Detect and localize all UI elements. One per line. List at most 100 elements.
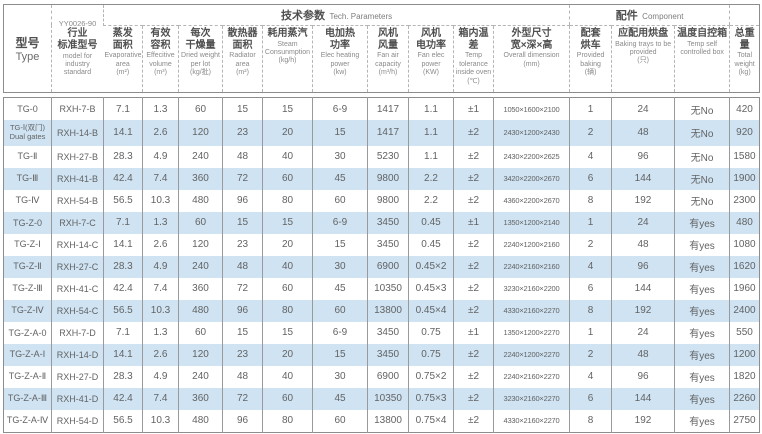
cell-steam: 15	[262, 211, 313, 234]
cell-heat: 30	[312, 255, 368, 278]
standard-zh: 行业 标准型号	[57, 28, 98, 51]
type-column-header: 型号 Type	[3, 4, 52, 93]
cell-temptol: ±2	[453, 233, 494, 256]
component-group-zh: 配件	[615, 9, 638, 22]
cell-evap: 42.4	[103, 167, 143, 190]
cell-fanair: 9800	[367, 189, 409, 212]
cell-std: RXH-41-D	[51, 387, 104, 410]
cell-fanpow: 1.1	[408, 120, 454, 146]
column-headers-row: 蒸发 面积 Evaporative area (m²) 有效 容积 Effeci…	[4, 25, 760, 93]
cell-std: RXH-27-D	[51, 365, 104, 388]
cell-std: RXH-54-B	[51, 189, 104, 212]
table-row: TG-Z-A-Ⅱ RXH-27-D 28.3 4.9 240 48 40 30 6900 0.75…	[4, 365, 760, 388]
empty-corner-cell	[729, 4, 760, 26]
cell-vol: 7.4	[142, 277, 179, 300]
cell-weight: 480	[729, 211, 760, 234]
cell-std: RXH-54-C	[51, 299, 104, 322]
cell-temptol: ±1	[453, 211, 494, 234]
cell-trays: 96	[611, 255, 675, 278]
cell-vol: 1.3	[142, 97, 179, 121]
cell-std: RXH-54-D	[51, 409, 104, 433]
cell-type: TG-Z-Ⅱ	[13, 261, 42, 272]
cell-fanair: 6900	[367, 255, 409, 278]
cell-cart: 2	[569, 233, 612, 256]
cell-vol: 10.3	[142, 189, 179, 212]
cell-dried: 120	[178, 120, 223, 146]
cell-type: TG-Z-0	[13, 217, 42, 228]
cell-steam: 20	[262, 120, 313, 146]
col-header-evaporative-area: 蒸发 面积 Evaporative area (m²)	[104, 27, 142, 77]
cell-evap: 14.1	[103, 233, 143, 256]
cell-type: TG-Ⅲ	[16, 173, 39, 184]
cell-fanpow: 0.45	[408, 233, 454, 256]
cell-fanpow: 0.45×2	[408, 255, 454, 278]
cell-std: RXH-7-B	[51, 97, 104, 121]
cell-tempbox: 有yes	[674, 365, 730, 388]
standard-en: model for industry standard	[62, 52, 93, 77]
cell-std: RXH-14-B	[51, 120, 104, 146]
cell-cart: 4	[569, 365, 612, 388]
cell-steam: 15	[262, 97, 313, 121]
cell-dried: 360	[178, 277, 223, 300]
cell-weight: 2400	[729, 299, 760, 322]
cell-temptol: ±2	[453, 409, 494, 433]
cell-fanair: 3450	[367, 233, 409, 256]
cell-dim: 1050×1600×2100	[493, 97, 570, 121]
cell-dried: 480	[178, 409, 223, 433]
cell-type: TG-Z-Ⅰ	[14, 239, 41, 250]
cell-fanpow: 0.45×4	[408, 299, 454, 322]
cell-radiator: 48	[222, 365, 263, 388]
col-header-dried-weight: 每次 干燥量 Dried weight per lot (kg/批)	[178, 25, 223, 93]
cell-weight: 2260	[729, 387, 760, 410]
cell-cart: 4	[569, 255, 612, 278]
cell-heat: 30	[312, 365, 368, 388]
cell-trays: 144	[611, 387, 675, 410]
cell-steam: 20	[262, 233, 313, 256]
cell-fanair: 9800	[367, 167, 409, 190]
cell-fanpow: 0.45	[408, 211, 454, 234]
standard-model-column-header: YY0026-90 行业 标准型号 model for industry sta…	[51, 4, 104, 93]
cell-weight: 1080	[729, 233, 760, 256]
cell-dim: 4330×2160×2270	[493, 409, 570, 433]
cell-heat: 45	[312, 277, 368, 300]
cell-tempbox: 有yes	[674, 387, 730, 410]
cell-heat: 15	[312, 233, 368, 256]
cell-temptol: ±2	[453, 145, 494, 168]
cell-vol: 1.3	[142, 211, 179, 234]
cell-tempbox: 有yes	[674, 343, 730, 366]
cell-trays: 24	[611, 97, 675, 121]
cell-steam: 80	[262, 189, 313, 212]
cell-dim: 2240×1200×2160	[493, 233, 570, 256]
cell-heat: 15	[312, 120, 368, 146]
cell-temptol: ±2	[453, 365, 494, 388]
cell-radiator: 15	[222, 321, 263, 344]
cell-evap: 7.1	[103, 97, 143, 121]
cell-radiator: 15	[222, 211, 263, 234]
cell-tempbox: 有yes	[674, 211, 730, 234]
col-header-effective-volume: 有效 容积 Effecitive volume (m³)	[142, 25, 179, 93]
cell-radiator: 23	[222, 120, 263, 146]
cell-dim: 3420×2200×2670	[493, 167, 570, 190]
col-header-steam-consumption: 耗用蒸汽 Steam Consunmption (kg/h)	[262, 25, 313, 93]
cell-fanpow: 0.75×3	[408, 387, 454, 410]
cell-trays: 48	[611, 343, 675, 366]
cell-std: RXH-41-B	[51, 167, 104, 190]
cell-type: TG-Z-Ⅳ	[11, 305, 44, 316]
type-header-en: Type	[15, 51, 40, 63]
cell-fanair: 13800	[367, 409, 409, 433]
cell-cart: 8	[569, 189, 612, 212]
cell-radiator: 96	[222, 299, 263, 322]
cell-evap: 42.4	[103, 387, 143, 410]
cell-dim: 3230×2160×2270	[493, 387, 570, 410]
spec-table-body: TG-0 RXH-7-B 7.1 1.3 60 15 15 6-9 1417 1.1 ±1 1050×…	[3, 97, 760, 433]
cell-weight: 1620	[729, 255, 760, 278]
cell-radiator: 48	[222, 255, 263, 278]
cell-cart: 1	[569, 97, 612, 121]
cell-std: RXH-7-C	[51, 211, 104, 234]
table-row: TG-Z-A-0 RXH-7-D 7.1 1.3 60 15 15 6-9 3450 0.75 ±1…	[4, 321, 760, 344]
col-header-temp-control-box: 温度自控箱 Temp self controlled box	[674, 25, 730, 93]
cell-temptol: ±2	[453, 120, 494, 146]
col-header-radiator-area: 散热器 面积 Radiator area (m²)	[222, 25, 263, 93]
cell-weight: 1900	[729, 167, 760, 190]
